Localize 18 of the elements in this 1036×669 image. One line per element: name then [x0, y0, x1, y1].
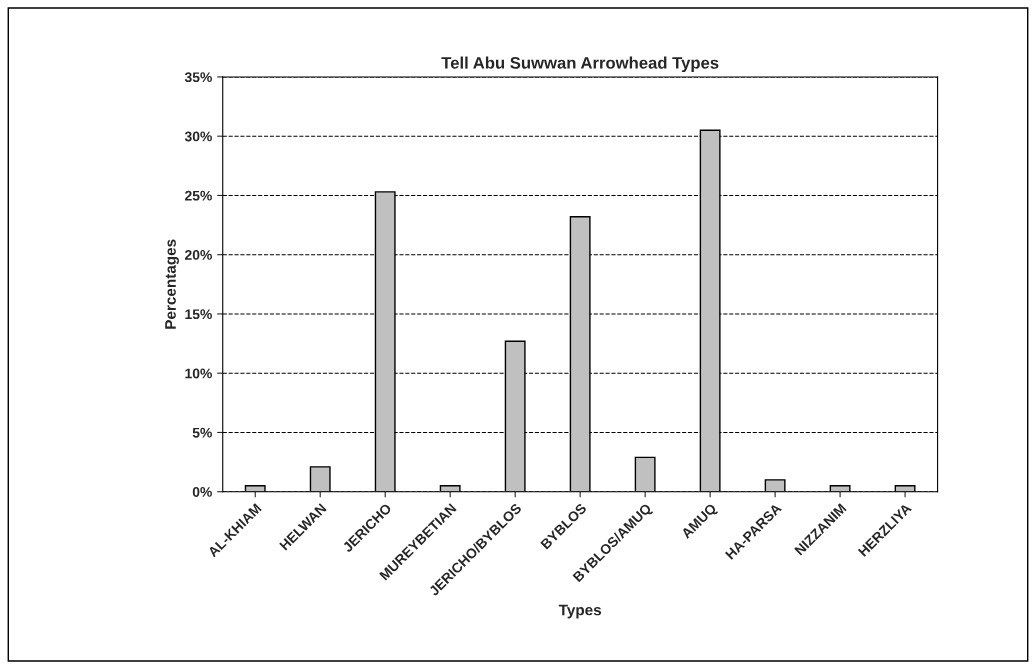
x-axis-title: Types [558, 604, 602, 619]
y-axis-title: Percentages [165, 239, 179, 329]
y-tick-label: 25% [185, 190, 212, 201]
y-tick-label: 30% [184, 131, 212, 142]
y-tick-label: 20% [185, 250, 212, 260]
chart-title: Tell Abu Suwwan Arrowhead Types [441, 56, 719, 73]
bar [634, 456, 656, 492]
y-tick-label: 0% [192, 487, 212, 497]
y-tick-label: 15% [185, 309, 212, 320]
bar [764, 479, 786, 492]
y-tick-label: 5% [192, 427, 212, 438]
y-tick-label: 35% [184, 72, 212, 83]
bar [829, 485, 851, 492]
bar [309, 466, 331, 492]
bar [244, 485, 266, 492]
y-tick-label: 10% [185, 368, 212, 379]
bar [894, 485, 916, 492]
bar [439, 485, 461, 492]
